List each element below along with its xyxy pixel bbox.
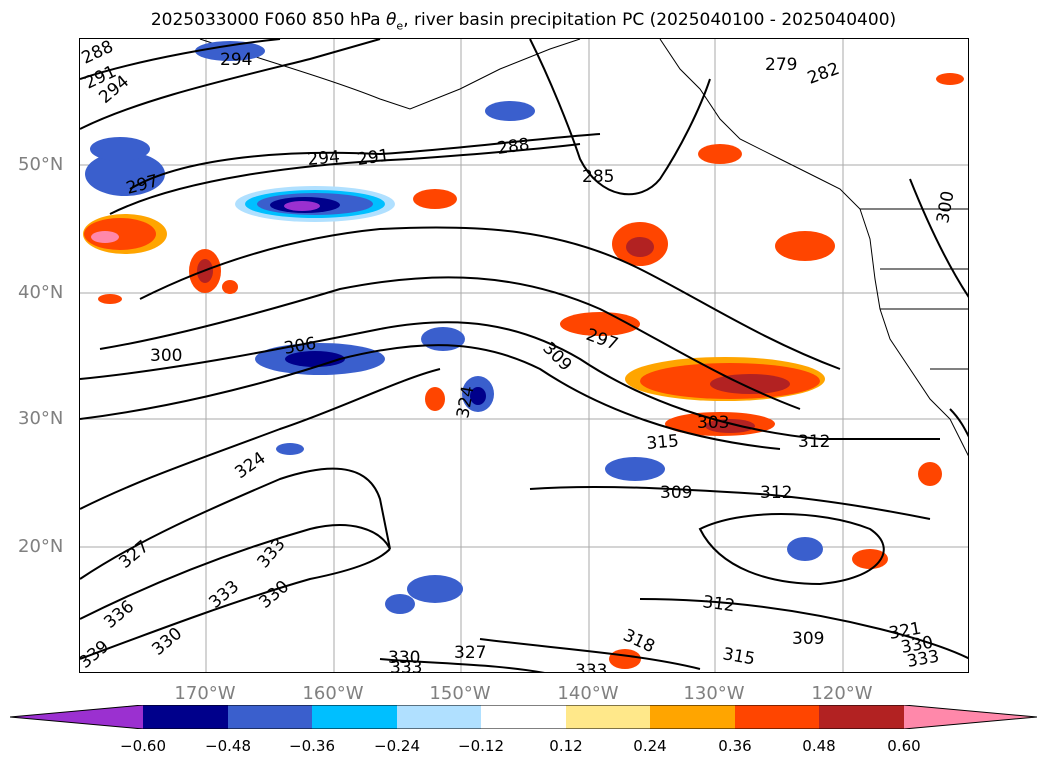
contour-label: 300 <box>150 346 182 366</box>
title-main: 2025033000 F060 850 hPa <box>150 10 386 30</box>
lat-label-40n: 40°N <box>18 282 64 303</box>
colorbar-segment <box>735 705 819 729</box>
lon-label-170w: 170°W <box>174 683 236 704</box>
lon-label-150w: 150°W <box>429 683 491 704</box>
lat-label-20n: 20°N <box>18 536 64 557</box>
contour-label: 285 <box>582 167 614 187</box>
lon-label-160w: 160°W <box>302 683 364 704</box>
contour-label: 333 <box>205 577 243 613</box>
colorbar-tick-label: −0.48 <box>205 737 251 755</box>
title-theta: θ <box>386 10 397 30</box>
contour-label: 282 <box>805 59 842 89</box>
contour-label-group: 294 288 291 294 297 294 291 288 285 279 … <box>80 39 959 673</box>
contour-label: 294 <box>307 147 341 170</box>
contour-label: 312 <box>798 432 830 452</box>
colorbar-tick-label: 0.48 <box>802 737 836 755</box>
map-svg[interactable]: 294 288 291 294 297 294 291 288 285 279 … <box>80 39 969 673</box>
contour-label: 333 <box>390 658 422 673</box>
contour-label: 309 <box>660 483 692 503</box>
colorbar-segment <box>228 705 312 729</box>
map-title: 2025033000 F060 850 hPa θe, river basin … <box>0 10 1047 32</box>
theta-e-contours <box>80 39 968 672</box>
coastline <box>199 39 968 457</box>
contour-label: 288 <box>496 135 531 159</box>
contour-label: 327 <box>454 643 486 663</box>
colorbar-segment <box>904 705 1037 729</box>
colorbar-segment <box>10 705 143 729</box>
colorbar-tick-label: 0.12 <box>549 737 583 755</box>
colorbar-segment <box>566 705 650 729</box>
contour-label: 330 <box>388 648 420 668</box>
contour-label: 324 <box>231 448 269 483</box>
colorbar-tick-label: 0.60 <box>887 737 921 755</box>
contour-label: 312 <box>760 483 792 503</box>
colorbar-tick-label: −0.24 <box>374 737 420 755</box>
contour-label: 309 <box>538 338 575 375</box>
colorbar-tick-label: −0.12 <box>458 737 504 755</box>
colorbar-segment <box>650 705 735 729</box>
colorbar-tick-label: −0.60 <box>120 737 166 755</box>
lat-label-50n: 50°N <box>18 154 64 175</box>
contour-label: 339 <box>80 637 113 673</box>
contour-label: 330 <box>255 577 293 613</box>
title-sub: e <box>396 19 404 33</box>
contour-label: 315 <box>646 431 680 454</box>
contour-label: 303 <box>697 413 729 433</box>
colorbar <box>10 705 1037 729</box>
colorbar-segment <box>819 705 904 729</box>
contour-label: 294 <box>220 50 252 70</box>
lon-label-120w: 120°W <box>811 683 873 704</box>
colorbar-tick-label: 0.36 <box>718 737 752 755</box>
lon-label-130w: 130°W <box>683 683 745 704</box>
precip-shading <box>83 41 964 669</box>
colorbar-segment <box>143 705 228 729</box>
contour-label: 333 <box>905 647 940 672</box>
contour-label: 327 <box>115 537 153 573</box>
contour-label: 300 <box>933 189 958 224</box>
contour-label: 291 <box>356 146 391 170</box>
colorbar-segment <box>312 705 397 729</box>
lat-label-30n: 30°N <box>18 408 64 429</box>
colorbar-segment <box>481 705 566 729</box>
title-rest: , river basin precipitation PC (20250401… <box>403 10 897 30</box>
contour-label: 324 <box>453 384 478 419</box>
contour-label: 315 <box>721 644 756 669</box>
colorbar-tick-label: −0.36 <box>289 737 335 755</box>
contour-label: 279 <box>765 55 797 75</box>
contour-label: 309 <box>792 629 824 649</box>
contour-label: 333 <box>254 534 290 572</box>
lon-label-140w: 140°W <box>557 683 619 704</box>
map-panel[interactable]: 294 288 291 294 297 294 291 288 285 279 … <box>79 38 969 673</box>
contour-label: 336 <box>100 597 138 633</box>
colorbar-segment <box>397 705 481 729</box>
colorbar-tick-label: 0.24 <box>633 737 667 755</box>
contour-label: 333 <box>575 661 607 673</box>
graticule <box>80 39 968 672</box>
contour-label: 312 <box>701 592 736 616</box>
contour-label: 330 <box>148 624 186 660</box>
